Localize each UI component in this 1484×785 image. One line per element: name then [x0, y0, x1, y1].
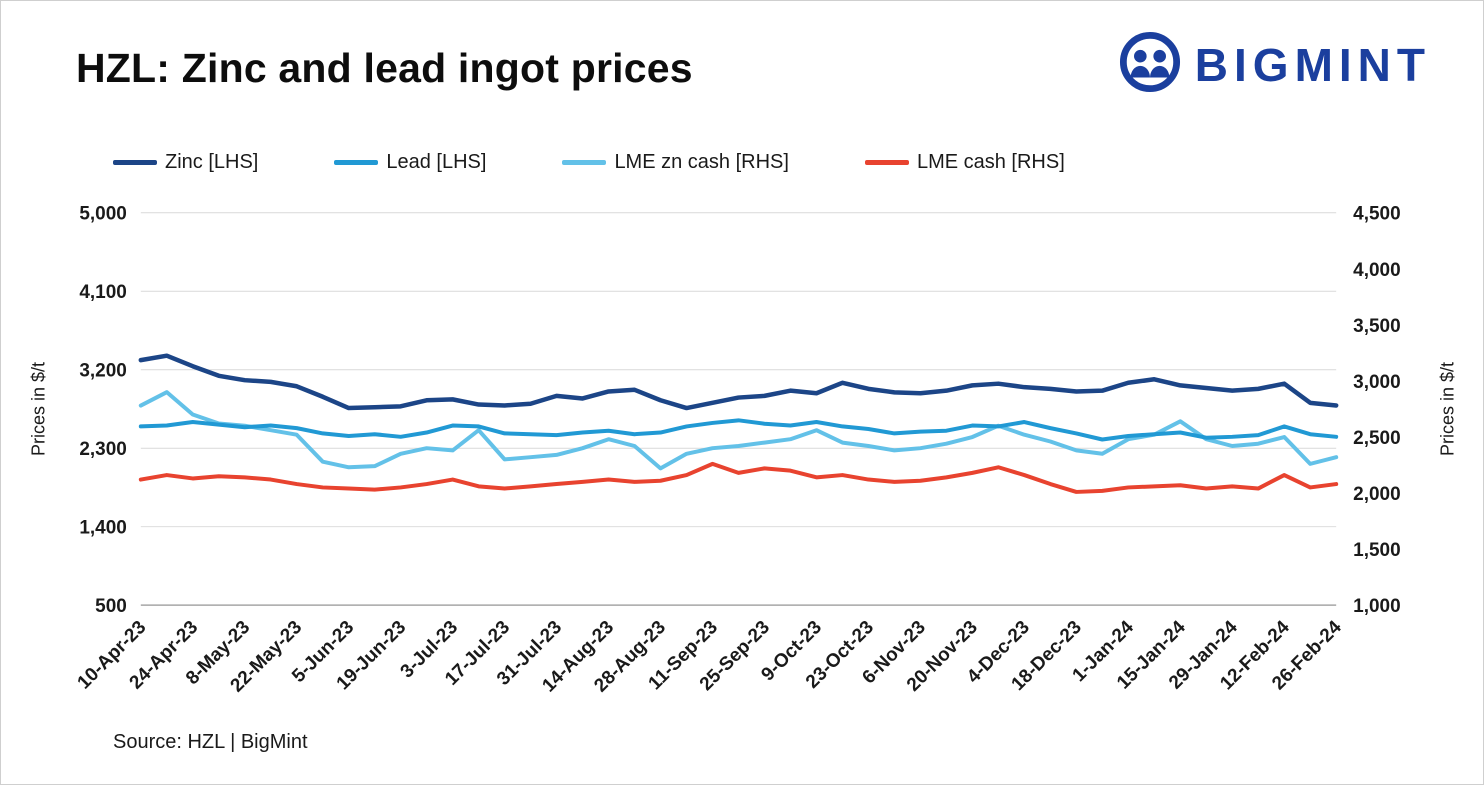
x-axis-tick-label: 31-Jul-23 — [493, 617, 566, 690]
right-axis-tick-label: 1,000 — [1353, 596, 1400, 617]
x-axis-tick-label: 8-May-23 — [182, 617, 254, 689]
x-axis-tick-label: 3-Jul-23 — [397, 617, 463, 683]
right-axis-title: Prices in $/t — [1437, 361, 1458, 457]
series-line-lme-zn-cash-rhs — [138, 390, 1339, 471]
legend-label-lead: Lead [LHS] — [386, 151, 487, 173]
x-axis-tick-label: 18-Dec-23 — [1008, 617, 1086, 695]
left-axis-tick-label: 5,000 — [79, 204, 126, 225]
legend-swatch-lme-cash — [864, 160, 909, 165]
right-axis-tick-label: 2,000 — [1353, 484, 1400, 505]
x-axis-tick-label: 19-Jun-23 — [333, 617, 410, 694]
left-axis-tick-label: 3,200 — [79, 361, 126, 382]
legend-swatch-lme-zn-cash — [562, 160, 607, 165]
x-axis-tick-label: 17-Jul-23 — [441, 617, 514, 690]
x-axis-tick-label: 6-Nov-23 — [858, 617, 930, 689]
left-axis-tick-label: 1,400 — [79, 518, 126, 539]
x-axis-tick-label: 1-Jan-24 — [1069, 617, 1139, 687]
right-axis-tick-label: 1,500 — [1353, 540, 1400, 561]
x-axis-tick-label: 26-Feb-24 — [1268, 617, 1346, 695]
legend-swatch-lead — [334, 160, 379, 165]
x-axis-tick-label: 12-Feb-24 — [1216, 617, 1294, 695]
x-axis-tick-label: 9-Oct-23 — [757, 617, 826, 686]
x-axis-tick-label: 14-Aug-23 — [538, 617, 618, 697]
x-axis-tick-label: 29-Jan-24 — [1165, 617, 1242, 694]
bigmint-logo: BIGMINT — [1119, 31, 1431, 98]
x-axis-tick-label: 25-Sep-23 — [696, 617, 774, 695]
right-axis-tick-label: 4,000 — [1353, 260, 1400, 281]
left-axis-tick-label: 4,100 — [79, 282, 126, 303]
right-axis-tick-label: 2,500 — [1353, 428, 1400, 449]
page-title: HZL: Zinc and lead ingot prices — [76, 45, 693, 91]
legend-label-zinc: Zinc [LHS] — [165, 151, 259, 173]
left-axis-tick-label: 2,300 — [79, 439, 126, 460]
bigmint-logo-text: BIGMINT — [1194, 38, 1431, 91]
x-axis-tick-label: 5-Jun-23 — [288, 617, 358, 687]
x-axis-tick-label: 22-May-23 — [227, 617, 307, 697]
legend-item-zinc: Zinc [LHS] — [113, 151, 258, 174]
x-axis-tick-label: 28-Aug-23 — [590, 617, 670, 697]
series-line-lead-lhs — [138, 418, 1339, 442]
x-axis-tick-label: 23-Oct-23 — [802, 617, 878, 693]
legend-item-lead: Lead [LHS] — [334, 151, 486, 174]
legend-item-lme-zn-cash: LME zn cash [RHS] — [562, 151, 789, 174]
right-axis-tick-label: 3,000 — [1353, 372, 1400, 393]
x-axis-tick-label: 20-Nov-23 — [903, 617, 982, 696]
source-note: Source: HZL | BigMint — [113, 731, 308, 753]
x-axis-tick-label: 24-Apr-23 — [126, 617, 203, 694]
legend-label-lme-zn-cash: LME zn cash [RHS] — [614, 151, 789, 173]
series-line-zinc-lhs — [138, 353, 1339, 411]
bigmint-logo-icon — [1119, 31, 1181, 98]
legend-swatch-zinc — [113, 160, 157, 165]
chart-legend: Zinc [LHS] Lead [LHS] LME zn cash [RHS] … — [113, 151, 1065, 174]
series-line-lme-cash-rhs — [138, 461, 1339, 494]
right-axis-tick-label: 4,500 — [1353, 204, 1400, 225]
right-axis-tick-label: 3,500 — [1353, 316, 1400, 337]
legend-item-lme-cash: LME cash [RHS] — [864, 151, 1065, 174]
left-axis-title: Prices in $/t — [28, 361, 49, 457]
x-axis-tick-label: 15-Jan-24 — [1113, 617, 1190, 694]
legend-label-lme-cash: LME cash [RHS] — [916, 151, 1065, 173]
x-axis-tick-label: 11-Sep-23 — [645, 617, 722, 694]
x-axis-tick-label: 4-Dec-23 — [963, 617, 1034, 688]
left-axis-tick-label: 500 — [95, 596, 127, 617]
x-axis-tick-label: 10-Apr-23 — [74, 617, 151, 694]
